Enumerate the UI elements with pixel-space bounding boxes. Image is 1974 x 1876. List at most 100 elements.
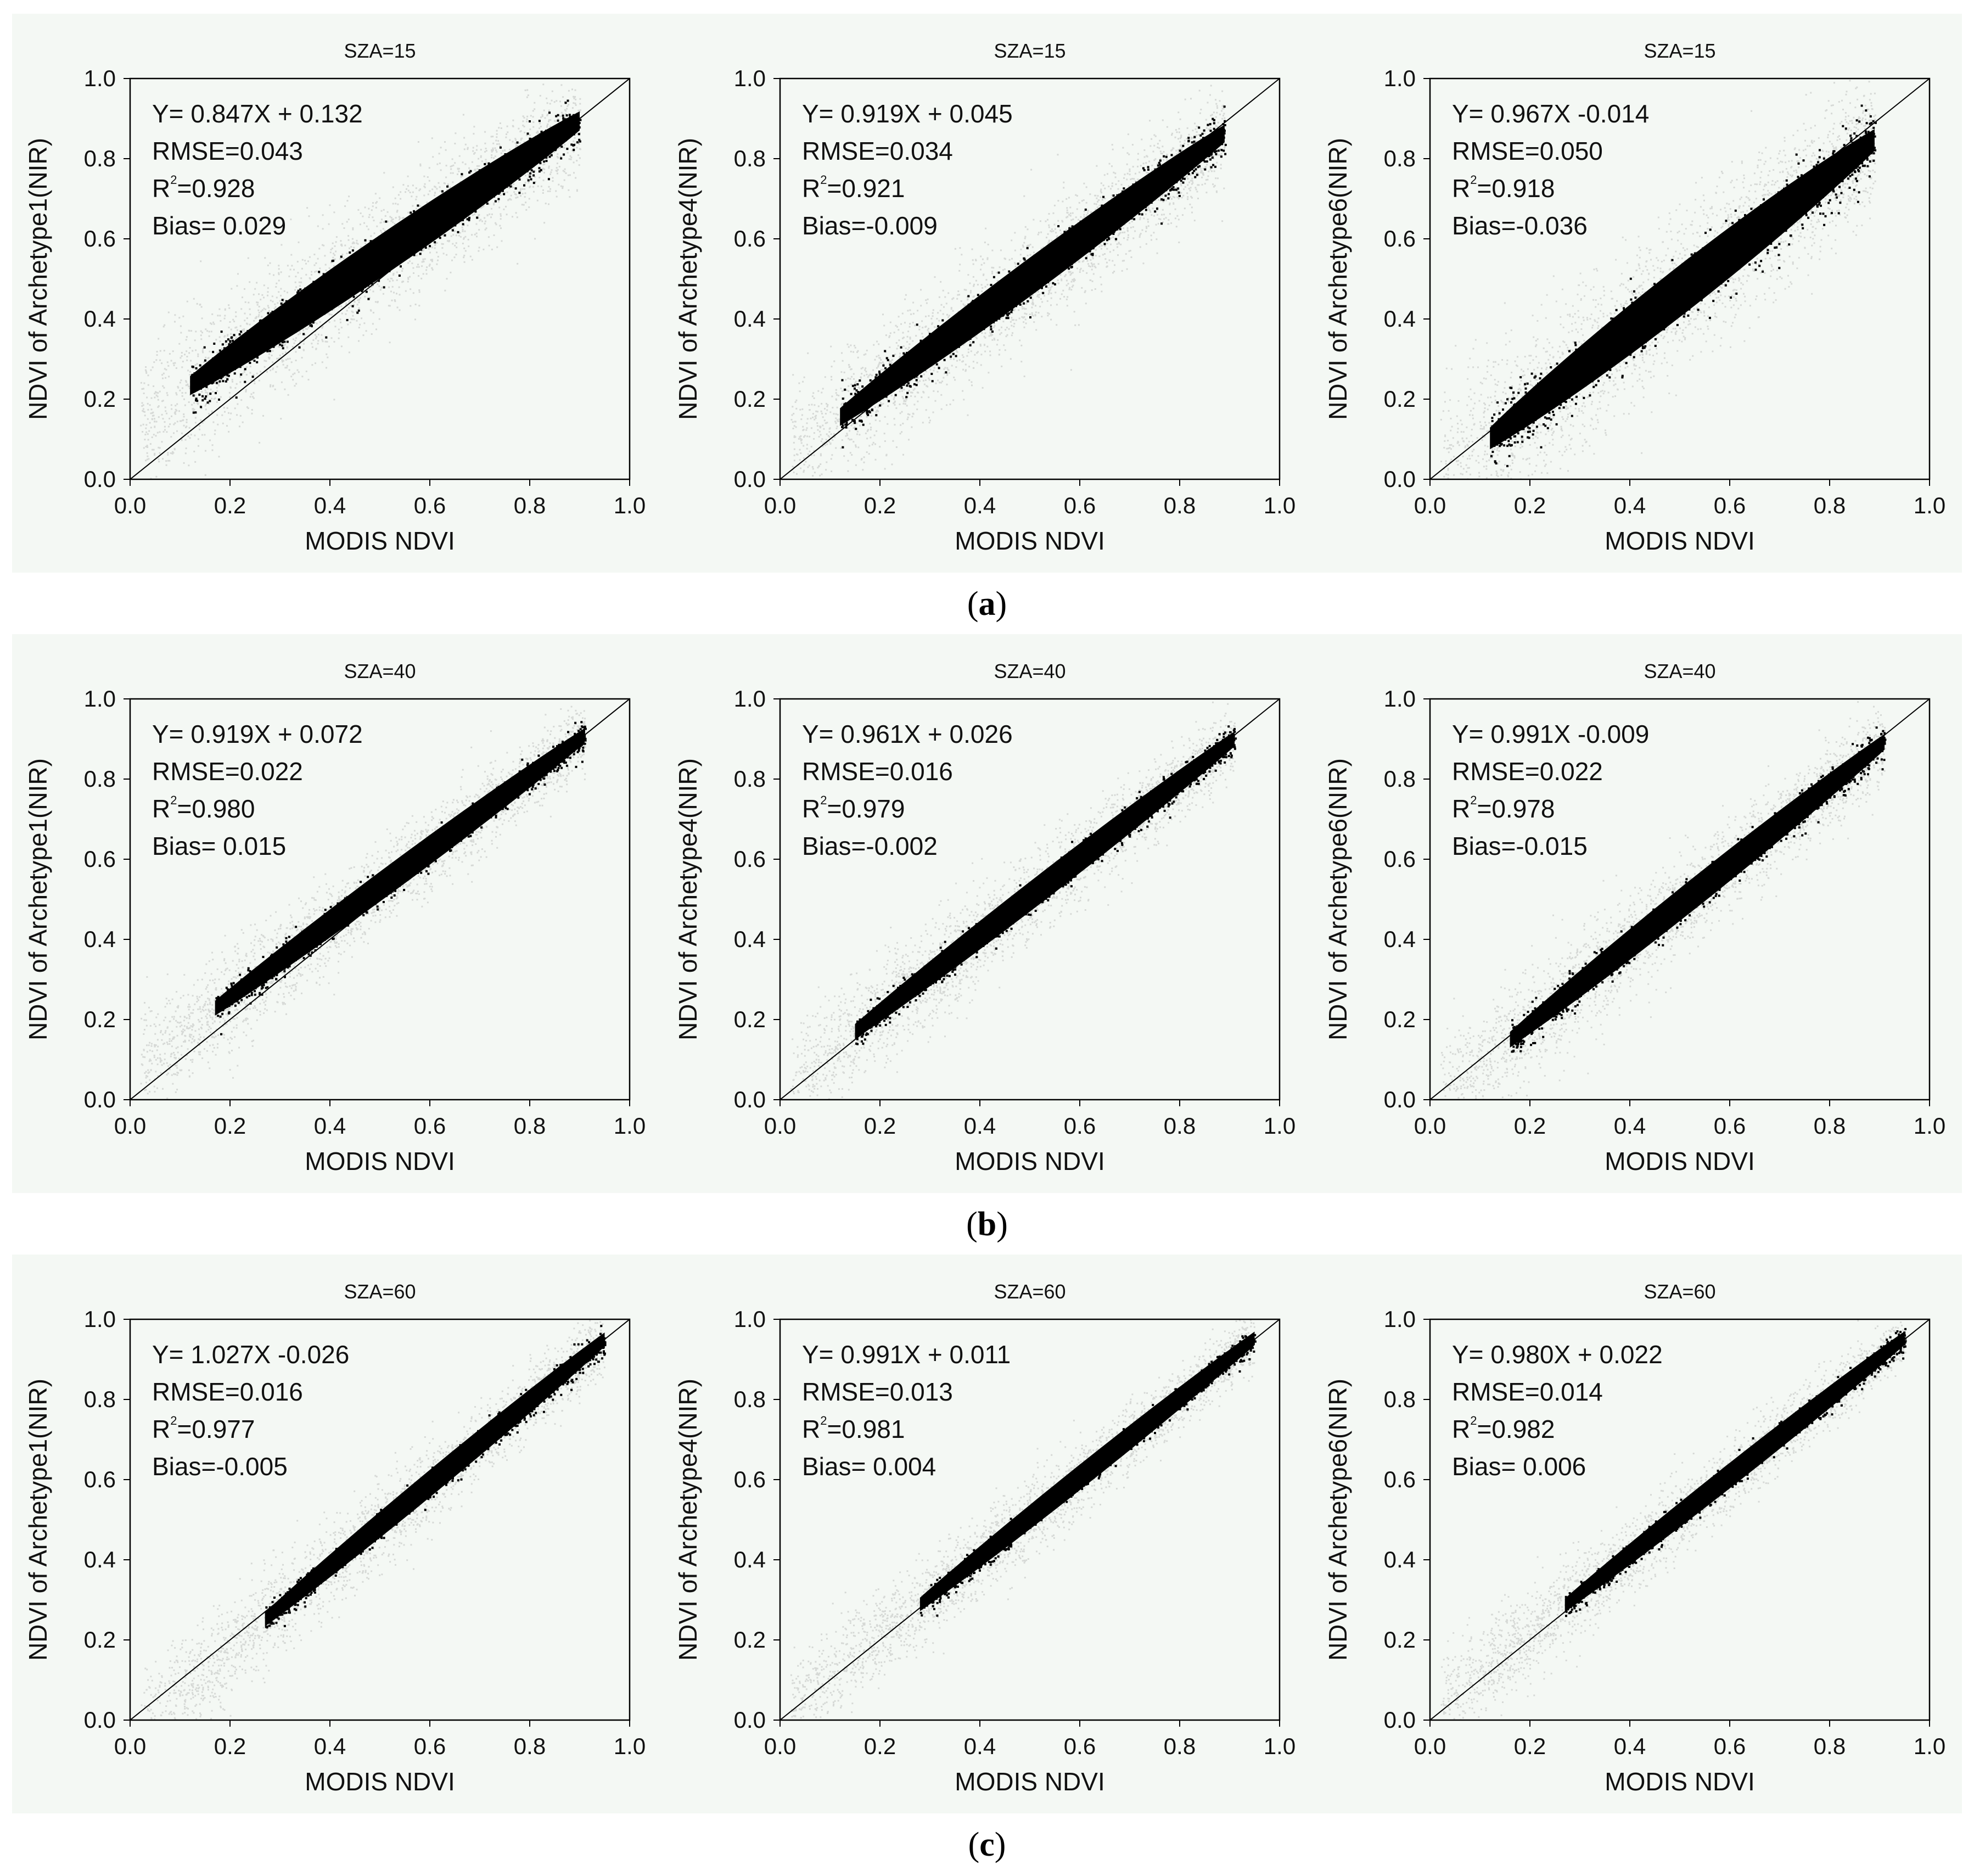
y-axis-label: NDVI of Archetype4(NIR) xyxy=(674,1379,702,1661)
x-tick-label: 0.6 xyxy=(1714,1113,1746,1139)
x-tick-label: 0.2 xyxy=(1514,492,1546,518)
x-tick-label: 1.0 xyxy=(614,1113,646,1139)
rmse-label: RMSE=0.013 xyxy=(802,1377,953,1406)
scatter-panel-a-1: SZA=15 0.0 0.2 0.4 0.6 0.8 1.0 0.0 0.2 0.4 0.6 0.8 1… xyxy=(12,14,646,573)
r-squared-label: R2=0.928 xyxy=(152,173,255,203)
bias-label: Bias=-0.009 xyxy=(802,211,938,240)
main-point-scatter xyxy=(215,721,587,1035)
y-axis-label: NDVI of Archetype1(NIR) xyxy=(24,138,52,420)
background-point-cloud xyxy=(790,1319,1255,1720)
x-tick-label: 0.2 xyxy=(214,1113,246,1139)
y-tick-label: 1.0 xyxy=(734,686,766,712)
rmse-label: RMSE=0.034 xyxy=(802,137,953,165)
main-point-scatter xyxy=(265,1325,607,1629)
scatter-panel-c-2: SZA=60 0.0 0.2 0.4 0.6 0.8 1.0 0.0 0.2 0.4 0.6 0.8 1… xyxy=(662,1255,1296,1813)
y-tick-label: 0.8 xyxy=(734,766,766,792)
y-tick-label: 0.0 xyxy=(734,466,766,492)
scatter-panel-a-3: SZA=15 0.0 0.2 0.4 0.6 0.8 1.0 0.0 0.2 0.4 0.6 0.8 1… xyxy=(1312,14,1945,573)
x-axis-label: MODIS NDVI xyxy=(1605,1767,1754,1796)
y-tick-label: 1.0 xyxy=(1384,1306,1416,1332)
x-tick-label: 0.4 xyxy=(314,1113,346,1139)
x-tick-label: 0.6 xyxy=(414,1733,446,1759)
main-point-scatter xyxy=(1564,1328,1907,1617)
x-tick-label: 0.0 xyxy=(764,1733,796,1759)
regression-equation: Y= 1.027X -0.026 xyxy=(152,1340,349,1369)
x-tick-label: 0.4 xyxy=(1614,1733,1646,1759)
x-tick-label: 0.0 xyxy=(114,1113,146,1139)
x-tick-label: 0.0 xyxy=(1414,492,1446,518)
y-tick-label: 0.4 xyxy=(1384,926,1416,952)
scatter-panel-c-1: SZA=60 0.0 0.2 0.4 0.6 0.8 1.0 0.0 0.2 0.4 0.6 0.8 1… xyxy=(12,1255,646,1813)
rmse-label: RMSE=0.022 xyxy=(152,757,303,786)
y-axis-label: NDVI of Archetype1(NIR) xyxy=(24,1379,52,1661)
regression-equation: Y= 0.980X + 0.022 xyxy=(1452,1340,1663,1369)
x-tick-label: 0.2 xyxy=(864,1113,896,1139)
x-tick-label: 0.0 xyxy=(1414,1733,1446,1759)
r-squared-label: R2=0.918 xyxy=(1452,173,1555,203)
regression-equation: Y= 0.961X + 0.026 xyxy=(802,720,1013,748)
main-points xyxy=(215,721,587,1035)
y-tick-label: 0.2 xyxy=(1384,1627,1416,1653)
y-tick-label: 1.0 xyxy=(84,686,116,712)
one-to-one-line xyxy=(130,1319,630,1721)
plot-title: SZA=40 xyxy=(994,660,1065,682)
x-tick-label: 1.0 xyxy=(1264,1733,1296,1759)
x-axis-label: MODIS NDVI xyxy=(955,527,1104,555)
one-to-one-line xyxy=(779,698,1280,1100)
plot-frame xyxy=(129,698,631,1101)
plot-title: SZA=40 xyxy=(344,660,416,682)
regression-equation: Y= 0.847X + 0.132 xyxy=(152,99,363,128)
y-tick-label: 0.6 xyxy=(84,226,116,251)
scatter-panel-a-2: SZA=15 0.0 0.2 0.4 0.6 0.8 1.0 0.0 0.2 0.4 0.6 0.8 1… xyxy=(662,14,1296,573)
x-tick-label: 0.8 xyxy=(1814,492,1846,518)
x-tick-label: 0.8 xyxy=(1164,492,1196,518)
main-points xyxy=(919,1331,1257,1617)
scatter-panel-b-3: SZA=40 0.0 0.2 0.4 0.6 0.8 1.0 0.0 0.2 0.4 0.6 0.8 1… xyxy=(1312,634,1945,1193)
rmse-label: RMSE=0.016 xyxy=(152,1377,303,1406)
plot-title: SZA=60 xyxy=(344,1280,416,1303)
y-tick-label: 0.0 xyxy=(1384,1087,1416,1112)
x-tick-label: 0.6 xyxy=(1064,492,1096,518)
y-tick-label: 0.0 xyxy=(1384,1707,1416,1733)
x-tick-label: 0.0 xyxy=(764,492,796,518)
y-tick-label: 1.0 xyxy=(734,65,766,91)
main-points xyxy=(190,99,582,414)
y-tick-label: 0.6 xyxy=(734,846,766,872)
r-squared-label: R2=0.977 xyxy=(152,1414,255,1443)
y-tick-label: 0.4 xyxy=(1384,306,1416,332)
scatter-panel-c-3: SZA=60 0.0 0.2 0.4 0.6 0.8 1.0 0.0 0.2 0.4 0.6 0.8 1… xyxy=(1312,1255,1945,1813)
r-squared-label: R2=0.982 xyxy=(1452,1414,1555,1443)
y-tick-label: 0.6 xyxy=(1384,846,1416,872)
main-points xyxy=(1510,726,1887,1053)
y-tick-label: 0.4 xyxy=(84,1547,116,1572)
x-tick-label: 0.6 xyxy=(1064,1733,1096,1759)
plot-frame xyxy=(1429,698,1931,1101)
scatter-plot: SZA=60 0.0 0.2 0.4 0.6 0.8 1.0 0.0 0.2 0.4 0.6 0.8 1… xyxy=(674,1280,1296,1796)
scatter-plot: SZA=15 0.0 0.2 0.4 0.6 0.8 1.0 0.0 0.2 0.4 0.6 0.8 1… xyxy=(674,40,1296,555)
y-tick-label: 0.0 xyxy=(84,466,116,492)
rmse-label: RMSE=0.014 xyxy=(1452,1377,1603,1406)
x-tick-label: 0.4 xyxy=(1614,1113,1646,1139)
scatter-plot: SZA=40 0.0 0.2 0.4 0.6 0.8 1.0 0.0 0.2 0.4 0.6 0.8 1… xyxy=(24,660,646,1175)
x-tick-label: 1.0 xyxy=(1914,1113,1945,1139)
y-tick-label: 1.0 xyxy=(1384,65,1416,91)
plot-frame xyxy=(129,77,631,480)
x-tick-label: 0.4 xyxy=(964,492,996,518)
rmse-label: RMSE=0.050 xyxy=(1452,137,1603,165)
x-tick-label: 0.2 xyxy=(1514,1113,1546,1139)
plot-title: SZA=15 xyxy=(994,40,1065,62)
y-tick-label: 0.6 xyxy=(734,226,766,251)
plot-frame xyxy=(779,1318,1281,1721)
y-tick-label: 0.2 xyxy=(1384,386,1416,412)
y-tick-label: 0.0 xyxy=(84,1087,116,1112)
x-tick-label: 0.8 xyxy=(1814,1113,1846,1139)
x-tick-label: 0.2 xyxy=(214,1733,246,1759)
x-tick-label: 1.0 xyxy=(614,1733,646,1759)
bias-label: Bias= 0.004 xyxy=(802,1452,936,1481)
regression-equation: Y= 0.919X + 0.045 xyxy=(802,99,1013,128)
x-tick-label: 0.8 xyxy=(514,492,546,518)
y-tick-label: 1.0 xyxy=(1384,686,1416,712)
x-axis-label: MODIS NDVI xyxy=(305,1767,455,1796)
main-point-scatter xyxy=(855,725,1237,1045)
x-tick-label: 0.4 xyxy=(964,1113,996,1139)
